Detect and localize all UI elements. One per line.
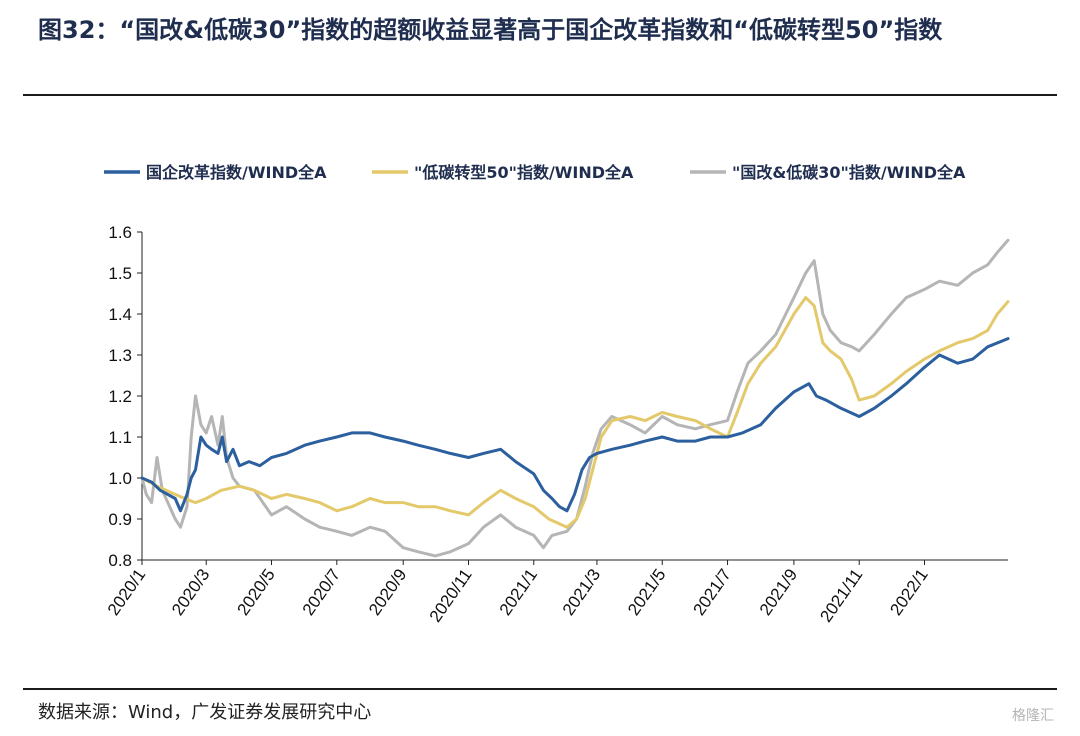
chart-legend: 国企改革指数/WIND全A "低碳转型50"指数/WIND全A "国改&低碳30"指… (104, 163, 966, 182)
x-tick-label: 2021/11 (816, 565, 866, 625)
y-tick-label: 0.8 (108, 551, 132, 570)
x-tick-label: 2021/7 (689, 565, 734, 618)
x-tick-label: 2020/1 (104, 565, 149, 618)
y-tick-label: 1.1 (108, 428, 132, 447)
y-tick-label: 1.5 (108, 264, 132, 283)
y-tick-label: 1.0 (108, 469, 132, 488)
source-note: 数据来源：Wind，广发证券发展研究中心 (38, 702, 372, 723)
x-tick-label: 2021/3 (559, 565, 604, 618)
chart-series (140, 238, 1010, 558)
series-line-3 (140, 238, 1010, 558)
figure-title: 图32：“国改&低碳30”指数的超额收益显著高于国企改革指数和“低碳转型50”指… (38, 16, 943, 44)
x-tick-label: 2020/7 (299, 565, 344, 618)
x-tick-label: 2021/9 (756, 565, 801, 618)
x-tick-label: 2020/5 (233, 565, 278, 618)
y-tick-label: 1.4 (108, 305, 132, 324)
legend-label-3: "国改&低碳30"指数/WIND全A (732, 163, 966, 182)
x-tick-label: 2022/1 (886, 565, 931, 618)
series-line-1 (140, 337, 1010, 513)
source-rule (23, 688, 1057, 690)
x-tick-label: 2020/11 (426, 565, 476, 625)
x-tick-label: 2020/3 (168, 565, 213, 618)
y-tick-label: 0.9 (108, 510, 132, 529)
y-tick-label: 1.3 (108, 346, 132, 365)
y-tick-label: 1.6 (108, 223, 132, 242)
title-rule (23, 94, 1057, 96)
chart-axes: 0.8 0.9 1.0 1.1 1.2 1.3 1.4 1.5 1.6 2020/1 2020/3 2… (104, 223, 1008, 626)
x-tick-label: 2021/5 (624, 565, 669, 618)
y-tick-label: 1.2 (108, 387, 132, 406)
x-tick-label: 2021/1 (496, 565, 541, 618)
x-tick-label: 2020/9 (365, 565, 410, 618)
watermark-logo: 格隆汇 (1012, 708, 1054, 724)
legend-label-1: 国企改革指数/WIND全A (146, 163, 327, 182)
legend-label-2: "低碳转型50"指数/WIND全A (414, 163, 634, 182)
